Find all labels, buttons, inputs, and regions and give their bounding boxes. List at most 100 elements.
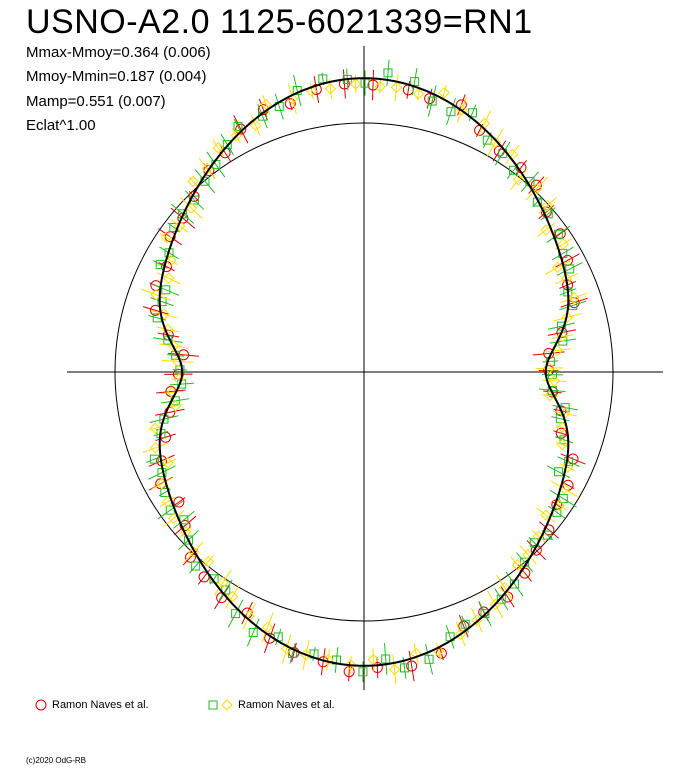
data-point-square [381,654,391,664]
error-bar [510,169,527,190]
error-bar [392,654,397,685]
data-point-circle [554,228,566,240]
error-bar [445,624,455,649]
data-point-square [509,165,519,175]
data-point-diamond [322,654,334,666]
error-bar [218,143,232,163]
error-bar [188,176,198,187]
data-point-square [560,403,570,413]
fit-curve [158,77,570,667]
error-bar [161,359,194,363]
error-bar [538,521,559,539]
data-point-circle [179,520,191,532]
data-point-square [558,336,568,346]
data-point-diamond [541,199,554,212]
data-point-diamond [531,182,543,195]
data-point-diamond [489,136,501,149]
error-bar [542,360,559,363]
error-bar [545,260,571,275]
stat-moy-min: Mmoy-Mmin=0.187 (0.004) [26,68,207,85]
error-bar [492,140,506,162]
error-bar [162,509,185,528]
error-bar [425,643,434,675]
data-point-square [400,663,410,673]
error-bar [551,334,574,339]
error-bar [486,128,504,157]
error-bar [173,515,197,536]
data-point-diamond [168,340,180,352]
data-point-diamond [374,80,386,93]
data-point-square [221,585,231,595]
data-point-circle [235,123,247,135]
error-bar [556,262,583,276]
error-bar [206,151,226,178]
data-point-diamond [557,238,569,250]
error-bar [551,416,570,422]
error-bar [161,390,184,395]
data-point-diamond [217,576,229,589]
data-point-diamond [388,663,401,676]
error-bar [150,297,174,307]
data-point-diamond [171,355,184,368]
legend-label-squares-diamonds: Ramon Naves et al. [238,699,335,711]
error-bar [142,306,169,315]
data-point-circle [173,496,185,508]
data-point-diamond [390,81,403,94]
error-bar [246,618,260,647]
data-point-diamond [162,457,174,469]
error-bar [549,489,577,508]
error-bar [342,69,346,99]
error-bar [520,171,539,192]
error-bar [156,272,181,285]
data-point-circle [184,551,196,563]
data-point-diamond [556,438,568,451]
error-bar [242,603,256,629]
error-bar [148,465,176,480]
error-bar [287,83,297,115]
data-point-square [231,609,241,619]
error-bar [151,309,178,319]
error-bar [538,197,557,215]
error-bar [153,337,183,344]
error-bar [383,643,388,675]
error-bar [262,94,271,115]
data-point-diamond [212,142,224,154]
error-bar [500,586,515,608]
data-point-square [191,561,201,571]
error-bar [458,614,469,638]
error-bar [494,141,511,166]
error-bar [180,197,203,219]
error-bar [559,463,576,472]
error-bar [372,648,375,671]
data-point-diamond [548,375,561,387]
error-bar [560,292,588,303]
error-bar [141,288,172,301]
data-point-square [222,140,232,150]
error-bar [532,351,565,356]
data-point-diamond [540,224,552,236]
error-bar [225,584,240,609]
error-bar [326,648,331,671]
error-bar [288,97,293,111]
data-point-square [554,467,564,477]
error-bar [214,569,232,596]
data-point-diamond [261,621,274,633]
data-point-diamond [349,78,362,90]
error-bar [494,588,509,611]
error-bar [519,545,537,565]
error-bar [218,579,233,601]
legend-circle-marker [35,699,47,711]
data-point-square [184,535,194,545]
error-bar [411,67,418,96]
data-point-diamond [552,261,564,274]
data-point-circle [406,660,418,672]
data-point-diamond [173,220,186,232]
data-point-diamond [250,119,262,132]
error-bar [169,382,194,386]
error-bar [435,642,442,660]
data-point-square [482,135,492,145]
data-point-square [233,122,243,132]
data-point-diamond [324,83,337,95]
error-bar [167,354,185,357]
stat-eclat: Eclat^1.00 [26,117,96,134]
